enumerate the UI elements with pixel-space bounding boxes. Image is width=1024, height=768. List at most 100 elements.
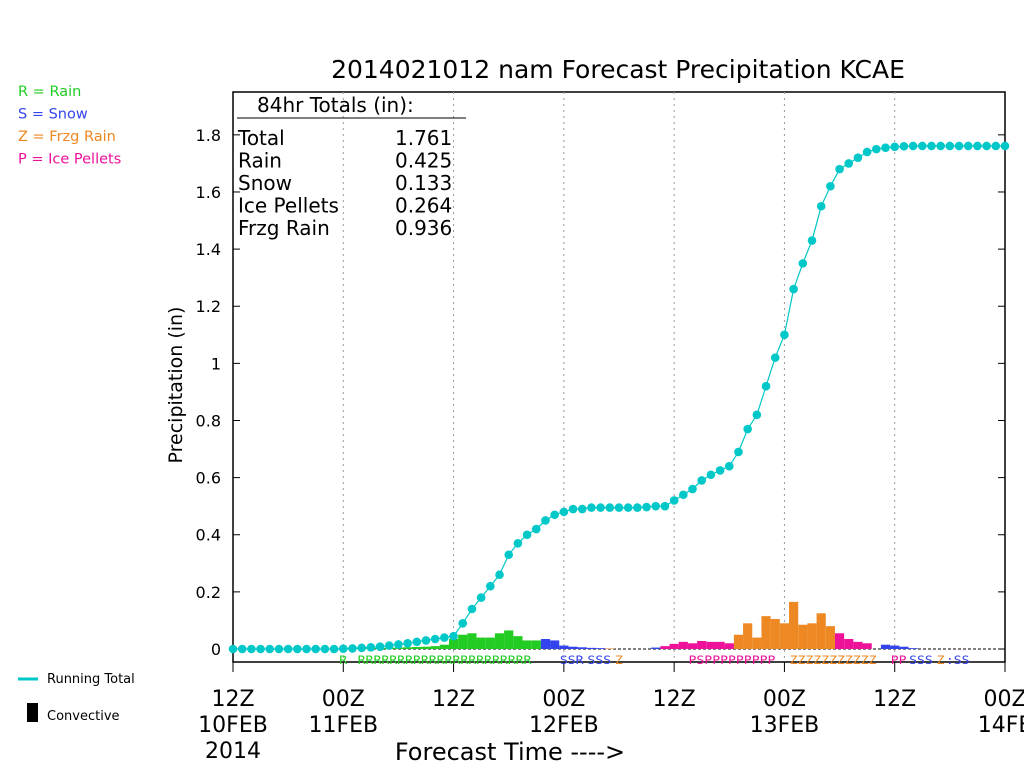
- x-tick-label: 00Z: [983, 687, 1024, 712]
- y-tick-label: 0.8: [196, 411, 221, 430]
- chart-title: 2014021012 nam Forecast Precipitation KC…: [331, 55, 905, 84]
- running-total-point: [274, 644, 284, 654]
- precip-bar: [403, 647, 413, 649]
- running-total-point: [237, 644, 247, 654]
- ptype-text: R: [339, 653, 347, 667]
- totals-box: 84hr Totals (in): Total 1.761 Rain 0.425 Sno…: [237, 93, 466, 240]
- y-tick-label: 0: [211, 640, 221, 659]
- precip-bar: [669, 643, 679, 649]
- running-total-point: [449, 631, 458, 641]
- precip-bar: [550, 640, 560, 649]
- running-total-point: [954, 141, 964, 151]
- running-total-point: [752, 410, 762, 420]
- precip-bar: [733, 634, 744, 649]
- running-total-point: [421, 636, 431, 645]
- running-total-point: [963, 141, 973, 151]
- x-tick-label: 12FEB: [529, 713, 599, 738]
- precip-bar: [651, 647, 661, 649]
- running-total-point: [440, 633, 449, 642]
- y-tick-label: 1.6: [196, 183, 221, 202]
- running-total-point: [633, 503, 642, 512]
- running-total-point: [651, 501, 661, 511]
- running-total-point: [660, 501, 670, 511]
- precip-bar: [789, 601, 799, 649]
- totals-header: 84hr Totals (in):: [257, 93, 414, 117]
- running-total-point: [403, 638, 412, 648]
- ptype-text: RRRRRRRRRRRRRRRRRRRRRR: [358, 653, 532, 667]
- precip-bar: [724, 643, 734, 649]
- precip-bar: [770, 619, 780, 649]
- precip-bar: [862, 643, 872, 649]
- running-total-point: [927, 141, 936, 151]
- running-total-point: [816, 201, 826, 211]
- x-tick-label: 10FEB: [198, 713, 268, 738]
- precip-bar: [752, 637, 762, 649]
- totals-row-label: Total: [237, 126, 285, 150]
- x-tick-label: 11FEB: [308, 713, 378, 738]
- precip-bar: [513, 636, 523, 649]
- precip-bar: [439, 644, 449, 649]
- precip-bar: [890, 645, 900, 649]
- y-tick-label: 1.4: [196, 240, 221, 259]
- running-total-point: [541, 516, 550, 525]
- precip-bar: [798, 624, 808, 649]
- plot-frame: [232, 91, 1006, 663]
- running-total-point: [430, 634, 440, 644]
- grid-lines: [342, 92, 896, 662]
- running-total-point: [945, 141, 955, 151]
- running-total-point: [394, 640, 403, 649]
- ptype-text: SSS: [909, 653, 933, 667]
- y-tick-label: 1.8: [196, 126, 221, 145]
- running-total-point: [366, 642, 376, 652]
- running-total-point: [734, 447, 743, 457]
- precip-bar: [834, 633, 845, 649]
- precip-bar: [743, 623, 753, 649]
- running-total-point: [890, 142, 900, 152]
- totals-row-label: Frzg Rain: [238, 216, 330, 240]
- running-total-point: [302, 644, 311, 654]
- totals-row-value: 0.264: [395, 194, 452, 218]
- running-total-point: [596, 503, 605, 512]
- precip-bar: [605, 648, 615, 649]
- convective-label: Convective: [47, 709, 120, 724]
- precip-bar: [779, 623, 790, 649]
- precip-bar: [430, 646, 440, 649]
- running-total-point: [311, 644, 321, 654]
- running-total-point: [476, 593, 486, 602]
- y-tick-label: 1.2: [196, 297, 221, 316]
- ptype-legend: R = Rain S = Snow Z = Frzg Rain P = Ice Pel…: [18, 84, 121, 168]
- running-total-point: [862, 147, 872, 157]
- precip-bar: [908, 648, 918, 649]
- precip-bar: [568, 646, 578, 649]
- running-total-point: [329, 644, 339, 654]
- precip-bar: [540, 639, 551, 649]
- totals-row-value: 1.761: [395, 126, 452, 150]
- precip-bar: [706, 641, 716, 649]
- convective-swatch: [27, 703, 38, 722]
- legend-item: Z = Frzg Rain: [18, 129, 116, 145]
- running-total-point: [706, 470, 716, 480]
- totals-rows: Total 1.761 Rain 0.425 Snow 0.133 Ice Pellets 0…: [237, 126, 452, 240]
- precip-bar: [807, 623, 817, 649]
- totals-row-value: 0.133: [395, 171, 452, 195]
- running-total-point: [504, 550, 514, 560]
- running-total-point: [936, 141, 945, 151]
- ptype-text: SSS: [587, 653, 611, 667]
- precip-bar: [899, 646, 909, 649]
- y-axis: 0 0.2 0.4 0.6 0.8 1 1.2 1.4 1.6 1.8: [196, 126, 1005, 659]
- precip-bar: [485, 637, 495, 649]
- running-total-point: [577, 504, 587, 514]
- y-tick-label: 0.4: [196, 526, 221, 545]
- y-tick-label: 0.6: [196, 469, 221, 488]
- running-total-point: [798, 259, 808, 268]
- running-total-point: [375, 642, 385, 652]
- x-tick-label: 00Z: [542, 687, 585, 712]
- running-total-point: [761, 381, 771, 391]
- precip-bar: [844, 639, 854, 649]
- precip-bar: [412, 647, 422, 649]
- ptype-text: :SS: [946, 653, 970, 667]
- running-total-line: [233, 145, 1005, 650]
- precip-bar: [825, 626, 835, 649]
- x-tick-label: 12Z: [432, 687, 475, 712]
